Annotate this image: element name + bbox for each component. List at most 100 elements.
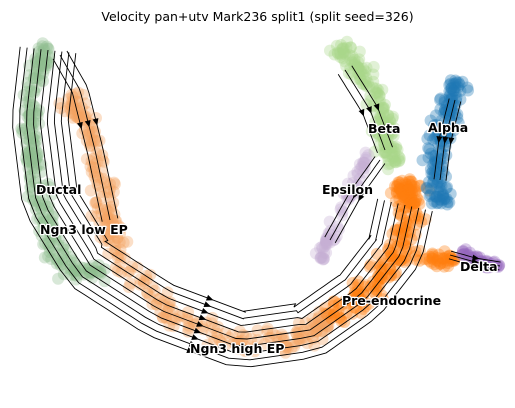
cell-point xyxy=(406,185,419,198)
cell-point xyxy=(349,289,362,302)
cell-point xyxy=(346,296,359,309)
cell-point xyxy=(382,122,395,135)
cell-point xyxy=(80,153,93,165)
cell-point xyxy=(346,56,359,69)
cell-point xyxy=(424,188,437,201)
cell-point xyxy=(35,166,48,178)
cell-point xyxy=(377,102,390,115)
cell-point xyxy=(357,62,370,75)
stream-arrowhead xyxy=(193,327,202,334)
cell-point xyxy=(353,45,366,58)
cell-point xyxy=(382,244,395,257)
cell-point xyxy=(54,102,67,115)
cell-point xyxy=(383,114,396,126)
cell-point xyxy=(431,197,444,210)
cell-point xyxy=(443,90,456,103)
cell-point xyxy=(30,131,42,143)
cell-point xyxy=(352,291,365,304)
cell-point xyxy=(248,345,261,358)
cell-point xyxy=(396,198,408,211)
cell-point xyxy=(104,228,117,241)
cell-point xyxy=(377,131,390,144)
cell-point xyxy=(439,103,451,116)
cell-point xyxy=(58,262,71,275)
cell-point xyxy=(108,222,121,235)
cell-point xyxy=(211,320,224,333)
cell-point xyxy=(438,106,451,119)
cell-point xyxy=(348,53,361,66)
cell-point xyxy=(376,268,389,281)
cell-point xyxy=(370,247,383,260)
cell-point xyxy=(392,254,405,267)
cell-point xyxy=(382,142,394,154)
cell-point xyxy=(379,146,392,159)
cell-point xyxy=(382,138,394,150)
stream-arrowhead xyxy=(92,118,99,126)
cell-point xyxy=(426,247,439,260)
cell-point xyxy=(357,157,370,170)
cell-point xyxy=(352,56,365,69)
cell-point xyxy=(438,122,451,135)
cell-point xyxy=(20,122,33,135)
cell-point xyxy=(441,181,454,194)
cell-point xyxy=(443,112,456,124)
cell-point xyxy=(290,326,303,339)
cell-point xyxy=(405,197,418,210)
cell-point xyxy=(26,122,39,135)
cell-point xyxy=(395,186,408,199)
cell-point xyxy=(342,177,354,190)
cell-point xyxy=(431,156,444,169)
cell-point xyxy=(369,87,382,100)
cell-point xyxy=(480,254,493,267)
cell-point xyxy=(371,86,384,99)
cell-point xyxy=(148,284,161,297)
cell-point xyxy=(386,112,399,125)
cell-point xyxy=(459,243,472,256)
cell-point xyxy=(73,107,85,120)
cell-point xyxy=(23,128,36,141)
cell-point xyxy=(352,179,365,192)
cell-point xyxy=(101,212,113,225)
cell-point xyxy=(336,205,349,218)
cell-point xyxy=(337,187,350,200)
cell-point xyxy=(404,200,417,213)
cell-point xyxy=(450,94,463,107)
cell-point xyxy=(401,184,414,197)
cell-point xyxy=(134,278,147,291)
cell-point xyxy=(301,337,314,350)
cell-point xyxy=(71,102,84,115)
cell-point xyxy=(16,124,29,137)
cell-point xyxy=(68,264,81,277)
cell-point xyxy=(386,152,399,164)
cell-point xyxy=(158,295,171,308)
cell-point xyxy=(449,86,462,99)
cell-point xyxy=(385,148,398,161)
cell-point xyxy=(443,85,456,98)
cell-point xyxy=(292,326,305,339)
cell-point xyxy=(379,118,392,131)
cell-point xyxy=(428,165,441,178)
cell-point xyxy=(403,215,416,228)
cell-point xyxy=(379,147,392,160)
cell-point xyxy=(383,238,396,251)
cell-point xyxy=(377,254,390,267)
cell-point xyxy=(316,242,329,255)
cell-point xyxy=(320,232,333,244)
cell-point xyxy=(410,191,423,204)
cell-point xyxy=(389,195,402,208)
cell-point xyxy=(403,173,416,186)
cell-point xyxy=(17,89,30,101)
cell-point xyxy=(452,76,465,89)
stream-arrowhead xyxy=(188,340,197,347)
cell-point xyxy=(52,272,65,285)
cell-point xyxy=(30,134,43,147)
cell-point xyxy=(358,75,371,88)
cell-point xyxy=(413,198,426,210)
cell-point xyxy=(438,260,451,273)
cell-point xyxy=(46,244,59,256)
cell-point xyxy=(390,187,403,200)
cell-point xyxy=(69,88,82,101)
cell-point xyxy=(42,43,55,55)
cell-point xyxy=(424,147,437,160)
cell-point xyxy=(423,184,436,197)
